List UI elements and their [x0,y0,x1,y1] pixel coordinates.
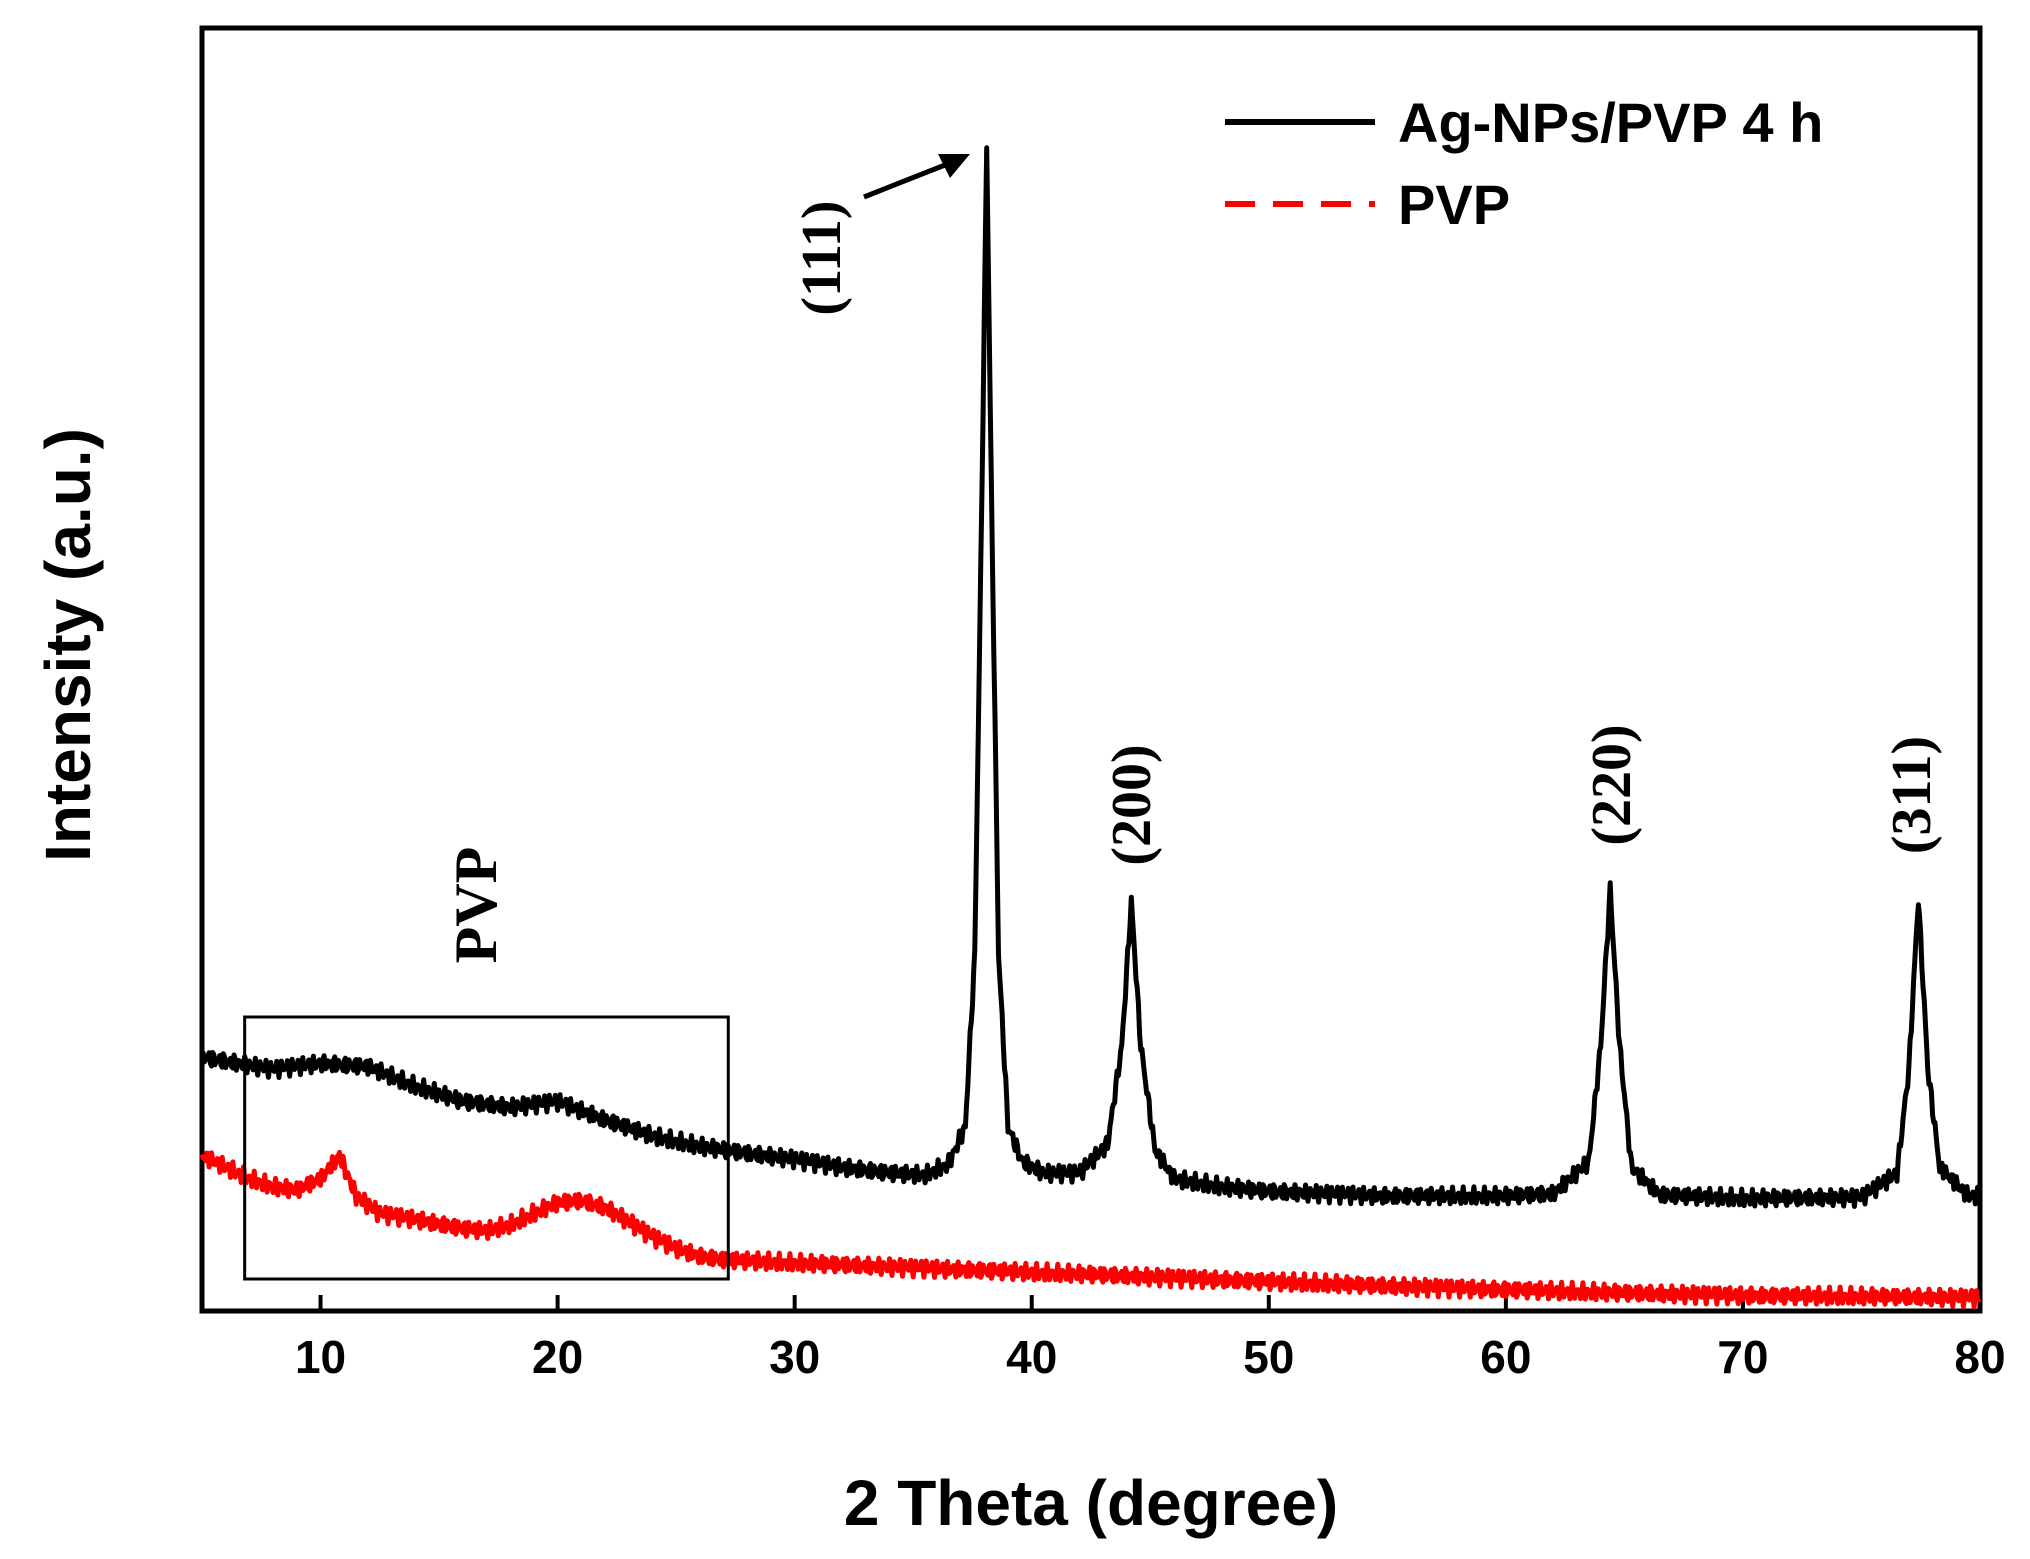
x-tick-label: 10 [295,1331,346,1383]
x-tick-label: 70 [1717,1331,1768,1383]
legend-label-ag: Ag-NPs/PVP 4 h [1398,91,1823,154]
x-tick-label: 30 [769,1331,820,1383]
series-line-pvp [199,1149,1982,1310]
pvp-region-label: PVP [443,847,509,964]
peak-label-111: (111) [791,200,853,315]
x-tick-label: 80 [1954,1331,2005,1383]
x-tick-label: 20 [532,1331,583,1383]
x-tick-label: 60 [1480,1331,1531,1383]
peak-label-311: (311) [1881,736,1943,854]
x-axis-ticks: 10 20 30 40 50 60 70 80 [295,1295,2006,1383]
legend-label-pvp: PVP [1398,173,1510,236]
series-line-ag-nps-pvp [200,145,1983,1209]
peak-label-220: (220) [1581,724,1643,845]
peak-label-200: (200) [1101,744,1163,865]
y-axis-title: Intensity (a.u.) [32,428,104,862]
x-tick-label: 50 [1243,1331,1294,1383]
pvp-region-box [243,1015,730,1281]
series-layer [199,145,1983,1310]
arrow-icon [863,154,970,200]
x-tick-label: 40 [1006,1331,1057,1383]
plot-frame [199,25,1983,1314]
x-axis-title: 2 Theta (degree) [844,1467,1338,1539]
legend: Ag-NPs/PVP 4 h PVP [1225,91,1823,236]
